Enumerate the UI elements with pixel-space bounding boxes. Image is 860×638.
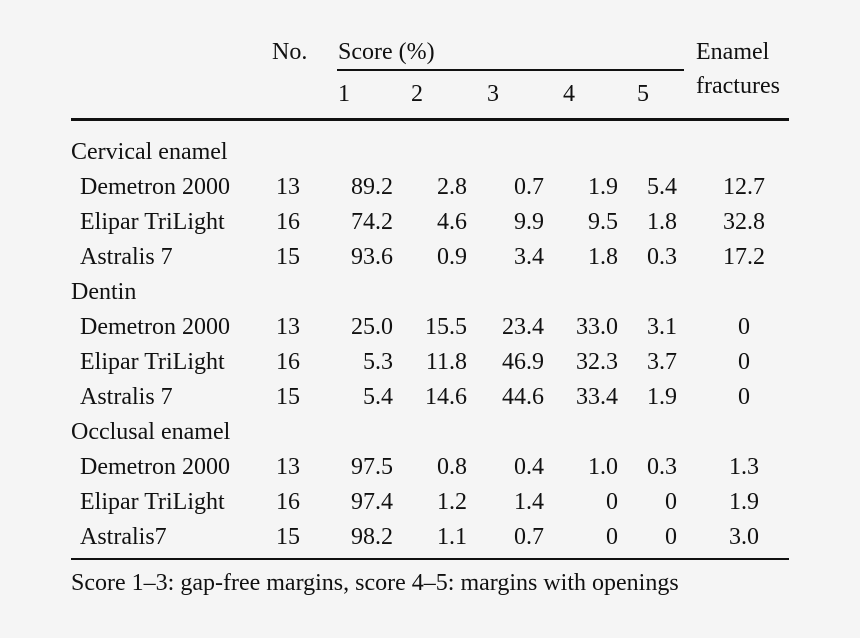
row-name: Elipar TriLight xyxy=(80,349,225,375)
group-label: Cervical enamel xyxy=(71,139,228,165)
cell-ef: 0 xyxy=(738,384,750,410)
cell-ef: 3.0 xyxy=(729,524,759,550)
cell-s2: 4.6 xyxy=(437,209,467,235)
cell-s5: 3.7 xyxy=(647,349,677,375)
cell-no: 13 xyxy=(276,454,300,480)
row-name: Astralis 7 xyxy=(80,244,173,270)
header-score-5: 5 xyxy=(637,81,649,107)
bottom-rule xyxy=(71,558,789,560)
cell-ef: 1.3 xyxy=(729,454,759,480)
cell-ef: 32.8 xyxy=(723,209,765,235)
group-label: Dentin xyxy=(71,279,137,305)
cell-s4: 33.0 xyxy=(576,314,618,340)
cell-s1: 89.2 xyxy=(351,174,393,200)
group-label: Occlusal enamel xyxy=(71,419,231,445)
cell-s1: 97.4 xyxy=(351,489,393,515)
cell-no: 13 xyxy=(276,174,300,200)
cell-s2: 11.8 xyxy=(425,349,467,375)
row-name: Astralis7 xyxy=(80,524,167,550)
header-no: No. xyxy=(272,39,308,65)
cell-s2: 1.2 xyxy=(437,489,467,515)
cell-no: 15 xyxy=(276,244,300,270)
cell-no: 15 xyxy=(276,384,300,410)
cell-ef: 0 xyxy=(738,314,750,340)
footnote: Score 1–3: gap-free margins, score 4–5: … xyxy=(71,570,679,596)
cell-s2: 0.9 xyxy=(437,244,467,270)
cell-s4: 9.5 xyxy=(588,209,618,235)
header-score-2: 2 xyxy=(411,81,423,107)
cell-s1: 93.6 xyxy=(351,244,393,270)
row-name: Demetron 2000 xyxy=(80,174,230,200)
row-name: Elipar TriLight xyxy=(80,209,225,235)
cell-s5: 0 xyxy=(665,524,677,550)
row-name: Demetron 2000 xyxy=(80,314,230,340)
cell-s2: 0.8 xyxy=(437,454,467,480)
header-score-4: 4 xyxy=(563,81,575,107)
cell-s4: 1.0 xyxy=(588,454,618,480)
cell-ef: 17.2 xyxy=(723,244,765,270)
cell-s1: 74.2 xyxy=(351,209,393,235)
cell-s3: 0.7 xyxy=(514,524,544,550)
cell-s5: 1.8 xyxy=(647,209,677,235)
cell-s2: 15.5 xyxy=(425,314,467,340)
cell-s3: 0.7 xyxy=(514,174,544,200)
cell-s5: 5.4 xyxy=(647,174,677,200)
cell-s4: 0 xyxy=(606,524,618,550)
cell-s1: 25.0 xyxy=(351,314,393,340)
cell-s1: 5.4 xyxy=(363,384,393,410)
header-score-3: 3 xyxy=(487,81,499,107)
cell-s4: 33.4 xyxy=(576,384,618,410)
cell-s4: 32.3 xyxy=(576,349,618,375)
cell-no: 16 xyxy=(276,209,300,235)
cell-s2: 14.6 xyxy=(425,384,467,410)
cell-s5: 1.9 xyxy=(647,384,677,410)
cell-no: 16 xyxy=(276,489,300,515)
header-fractures: fractures xyxy=(696,73,780,99)
cell-no: 15 xyxy=(276,524,300,550)
header-enamel: Enamel xyxy=(696,39,770,65)
cell-ef: 12.7 xyxy=(723,174,765,200)
cell-s1: 5.3 xyxy=(363,349,393,375)
cell-s5: 0.3 xyxy=(647,454,677,480)
cell-s4: 1.8 xyxy=(588,244,618,270)
row-name: Elipar TriLight xyxy=(80,489,225,515)
cell-s2: 1.1 xyxy=(437,524,467,550)
cell-s2: 2.8 xyxy=(437,174,467,200)
cell-s3: 3.4 xyxy=(514,244,544,270)
cell-s3: 46.9 xyxy=(502,349,544,375)
score-spanner-rule xyxy=(337,69,684,71)
cell-s5: 0 xyxy=(665,489,677,515)
cell-no: 13 xyxy=(276,314,300,340)
cell-s4: 0 xyxy=(606,489,618,515)
header-score: Score (%) xyxy=(338,39,435,65)
cell-ef: 0 xyxy=(738,349,750,375)
row-name: Astralis 7 xyxy=(80,384,173,410)
cell-s1: 97.5 xyxy=(351,454,393,480)
cell-s3: 0.4 xyxy=(514,454,544,480)
cell-s3: 44.6 xyxy=(502,384,544,410)
cell-s4: 1.9 xyxy=(588,174,618,200)
row-name: Demetron 2000 xyxy=(80,454,230,480)
cell-ef: 1.9 xyxy=(729,489,759,515)
cell-no: 16 xyxy=(276,349,300,375)
cell-s3: 23.4 xyxy=(502,314,544,340)
cell-s3: 9.9 xyxy=(514,209,544,235)
header-score-1: 1 xyxy=(338,81,350,107)
cell-s5: 0.3 xyxy=(647,244,677,270)
header-rule xyxy=(71,118,789,121)
cell-s1: 98.2 xyxy=(351,524,393,550)
cell-s3: 1.4 xyxy=(514,489,544,515)
cell-s5: 3.1 xyxy=(647,314,677,340)
